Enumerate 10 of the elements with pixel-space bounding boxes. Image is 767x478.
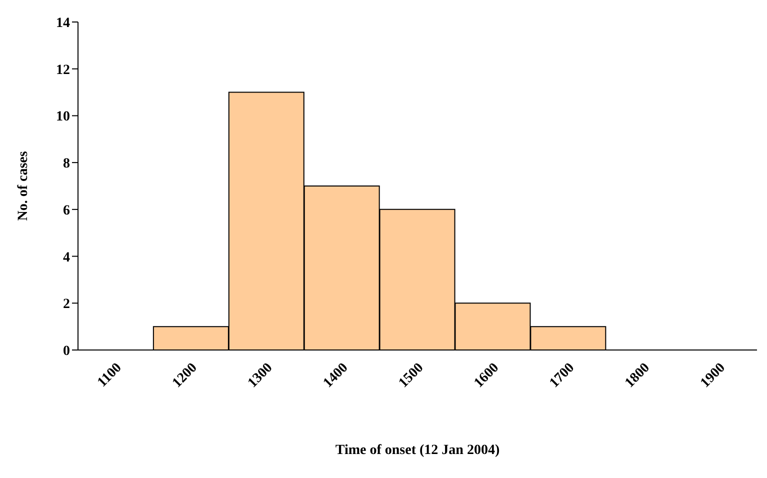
y-tick-label: 0 [63,344,70,359]
y-tick-label: 12 [56,62,70,78]
y-tick-label: 8 [63,156,70,172]
x-axis-title: Time of onset (12 Jan 2004) [335,443,500,458]
y-tick-label: 6 [63,203,70,218]
y-tick-label: 2 [63,297,70,312]
y-tick-label: 14 [56,16,70,31]
y-tick-label: 10 [56,110,70,125]
y-tick-label: 4 [63,250,70,266]
y-axis-title: No. of cases [16,150,31,221]
